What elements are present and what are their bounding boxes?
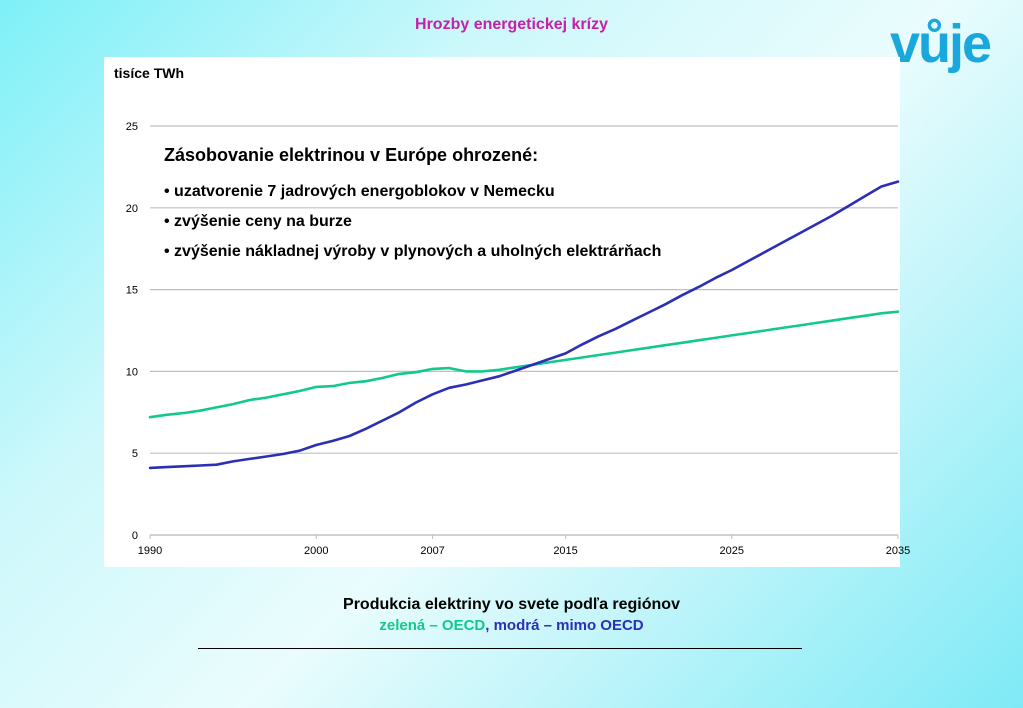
chart-caption: Produkcia elektriny vo svete podľa regió… [343,596,680,613]
y-tick-label: 0 [132,530,138,542]
legend-separator: , [485,617,494,634]
x-tick-label: 2025 [720,545,744,557]
legend-non-oecd: modrá – mimo OECD [493,617,644,634]
x-tick-label: 2015 [553,545,577,557]
annotation-bullet: • zvýšenie nákladnej výroby v plynových … [164,243,662,260]
y-tick-label: 5 [132,448,138,460]
y-tick-label: 10 [126,366,138,378]
annotation-bullet: • zvýšenie ceny na burze [164,213,352,230]
chart-panel [104,57,900,567]
annotation-bullet: • uzatvorenie 7 jadrových energoblokov v… [164,183,555,200]
divider-line [198,648,802,649]
slide-title: Hrozby energetickej krízy [415,16,608,33]
x-tick-label: 2000 [304,545,328,557]
y-tick-label: 15 [126,285,138,297]
y-tick-label: 20 [126,203,138,215]
vuje-logo: vůje [890,14,992,74]
x-tick-label: 1990 [138,545,162,557]
annotation-heading: Zásobovanie elektrinou v Európe ohrozené… [164,145,539,165]
y-tick-label: 25 [126,121,138,133]
x-tick-label: 2007 [420,545,444,557]
series-line-non-oecd [148,180,900,470]
legend-oecd: zelená – OECD [379,617,486,634]
legend-caption: zelená – OECD, modrá – mimo OECD [0,617,1023,634]
series-line-oecd [148,310,900,419]
x-tick-label: 2035 [886,545,910,557]
y-axis-unit-label: tisíce TWh [114,65,185,81]
